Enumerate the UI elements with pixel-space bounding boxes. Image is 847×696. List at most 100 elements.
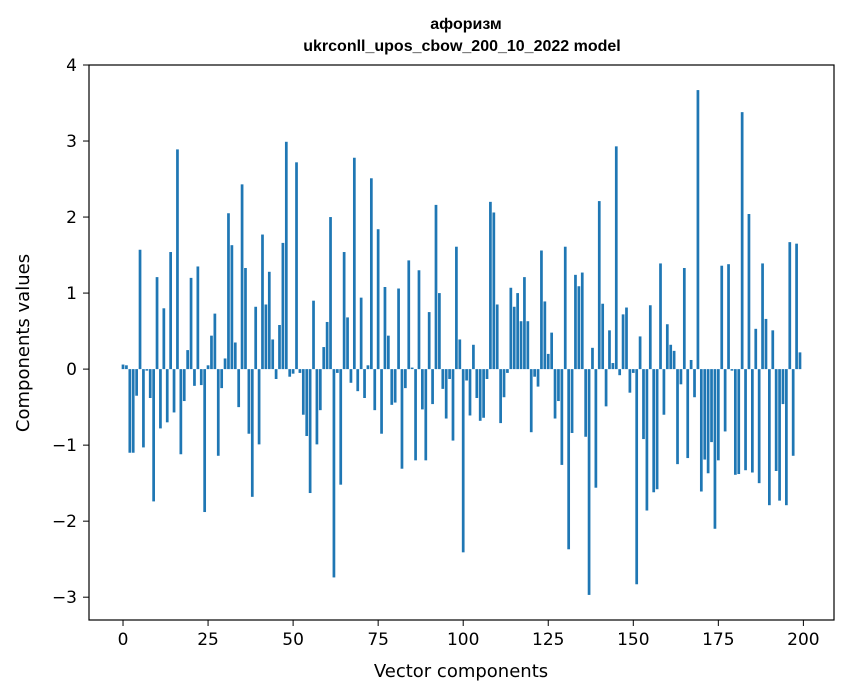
bar-105: [478, 369, 482, 421]
bar-41: [261, 234, 264, 370]
bar-82: [400, 369, 404, 469]
bar-165: [682, 267, 686, 370]
bar-52: [298, 369, 302, 373]
bar-145: [614, 146, 618, 370]
bar-31: [227, 213, 230, 370]
bar-99: [458, 339, 462, 370]
bar-92: [434, 204, 438, 370]
bar-185: [751, 369, 754, 473]
bar-10: [155, 277, 159, 370]
bar-136: [584, 369, 588, 437]
x-tick-label: 150: [617, 630, 649, 650]
bar-186: [754, 328, 758, 370]
bar-190: [768, 369, 771, 506]
bar-119: [526, 321, 530, 370]
bar-150: [631, 369, 635, 373]
bar-141: [601, 303, 605, 370]
bar-69: [356, 369, 360, 392]
x-tick-label: 75: [367, 630, 389, 650]
bar-111: [499, 369, 502, 424]
bar-95: [444, 369, 448, 419]
bar-3: [131, 369, 135, 453]
bar-79: [390, 369, 394, 405]
bar-175: [716, 369, 720, 461]
bar-45: [274, 369, 278, 379]
bar-48: [284, 141, 288, 370]
bar-15: [172, 369, 176, 413]
bar-137: [587, 369, 591, 595]
bar-94: [441, 369, 445, 389]
bar-76: [380, 369, 383, 434]
bar-183: [744, 369, 747, 471]
bar-59: [322, 347, 326, 370]
bar-120: [529, 369, 533, 433]
y-tick-label: 1: [66, 284, 77, 304]
bar-83: [404, 369, 407, 389]
bar-33: [233, 342, 237, 370]
chart-subtitle: ukrconll_upos_cbow_200_10_2022 model: [303, 38, 620, 55]
x-tick-label: 125: [532, 630, 564, 650]
bar-162: [672, 350, 676, 370]
bar-40: [257, 369, 261, 445]
bar-122: [536, 369, 540, 387]
bar-176: [720, 265, 724, 370]
bar-96: [448, 369, 451, 379]
x-tick-label: 200: [787, 630, 819, 650]
bar-151: [635, 369, 639, 585]
bar-57: [315, 369, 319, 445]
bar-140: [597, 201, 601, 370]
x-tick-label: 25: [197, 630, 219, 650]
x-tick-label: 175: [702, 630, 734, 650]
bar-132: [570, 369, 574, 433]
bar-157: [655, 369, 659, 490]
bar-13: [165, 369, 169, 423]
bar-153: [642, 369, 645, 440]
bar-123: [540, 250, 543, 370]
y-tick-label: 4: [66, 56, 77, 76]
bar-143: [608, 330, 611, 370]
bar-38: [250, 369, 254, 497]
bar-58: [318, 369, 322, 411]
bar-25: [206, 365, 210, 370]
bar-101: [465, 369, 468, 381]
bar-154: [645, 369, 649, 511]
bar-147: [621, 314, 625, 370]
bar-179: [730, 369, 734, 371]
bar-173: [710, 369, 713, 443]
bar-19: [186, 350, 190, 370]
bar-12: [162, 308, 166, 370]
bar-197: [791, 369, 795, 456]
bar-180: [733, 369, 737, 475]
bar-159: [662, 369, 666, 415]
bar-110: [495, 304, 499, 370]
bar-155: [648, 305, 652, 370]
x-tick-label: 100: [447, 630, 479, 650]
bar-193: [778, 369, 781, 501]
bar-50: [291, 369, 295, 374]
bar-84: [407, 260, 411, 370]
bar-161: [669, 344, 673, 370]
bar-49: [288, 369, 292, 377]
bar-9: [152, 369, 155, 502]
bar-135: [580, 272, 584, 370]
bar-75: [376, 229, 380, 370]
bar-62: [332, 369, 336, 578]
x-tick-label: 0: [118, 630, 129, 650]
bar-80: [393, 369, 397, 403]
bar-30: [223, 358, 227, 370]
bar-46: [278, 325, 281, 370]
bar-106: [482, 369, 485, 418]
bar-149: [628, 369, 632, 393]
bar-67: [349, 369, 353, 383]
bar-174: [713, 369, 717, 529]
bar-164: [679, 369, 683, 385]
bar-97: [451, 369, 455, 441]
bar-20: [189, 277, 193, 370]
bar-8: [148, 369, 152, 398]
bar-163: [676, 369, 679, 465]
bar-93: [438, 293, 441, 370]
bar-55: [308, 369, 312, 494]
y-tick-label: 0: [66, 360, 77, 380]
bar-168: [693, 369, 696, 398]
bars-group: [121, 90, 802, 595]
